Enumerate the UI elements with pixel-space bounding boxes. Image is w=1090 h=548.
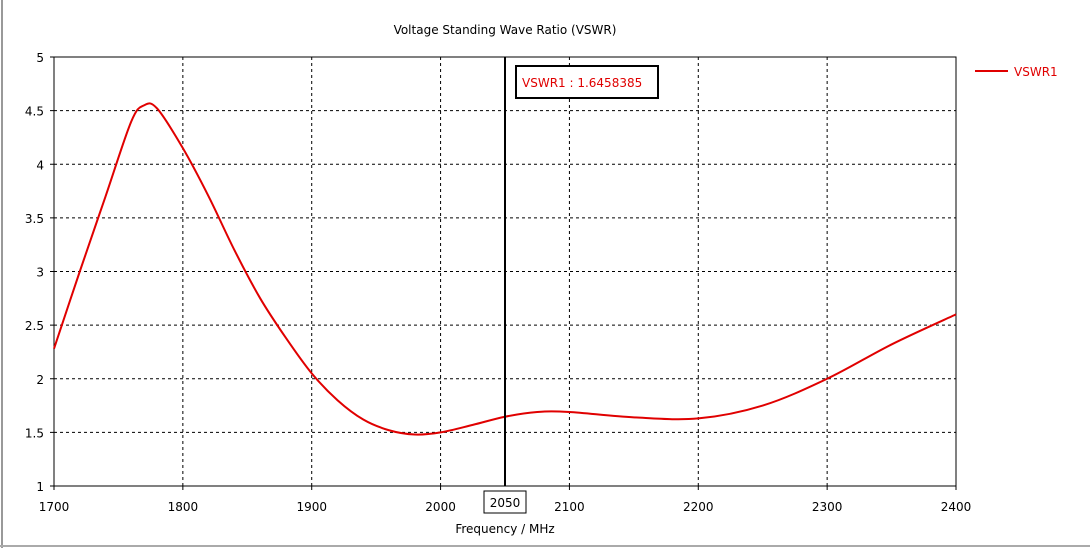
y-tick-label: 3: [36, 266, 44, 280]
marker-x-label-box: [483, 490, 527, 514]
marker-readout: VSWR1 : 1.6458385: [522, 76, 642, 90]
series-line-vswr1: [53, 102, 957, 436]
x-tick-label: 2100: [554, 500, 585, 514]
marker-readout-box: [515, 65, 659, 99]
legend-label-vswr1: VSWR1: [1014, 65, 1058, 79]
y-tick-label: 2: [36, 373, 44, 387]
chart-title: Voltage Standing Wave Ratio (VSWR): [394, 23, 617, 37]
x-tick-label: 2200: [683, 500, 714, 514]
y-tick-label: 4.5: [25, 105, 44, 119]
y-tick-label: 5: [36, 51, 44, 65]
x-axis-label: Frequency / MHz: [455, 522, 554, 536]
y-tick-label: 3.5: [25, 212, 44, 226]
x-tick-label: 1700: [39, 500, 70, 514]
marker-x-label: 2050: [490, 496, 521, 510]
x-tick-label: 2300: [812, 500, 843, 514]
x-tick-label: 1900: [296, 500, 327, 514]
y-tick-label: 4: [36, 158, 44, 172]
x-tick-label: 1800: [168, 500, 199, 514]
y-tick-label: 1: [36, 480, 44, 494]
y-tick-label: 2.5: [25, 319, 44, 333]
x-tick-label: 2400: [941, 500, 972, 514]
x-tick-label: 2000: [425, 500, 456, 514]
y-tick-label: 1.5: [25, 426, 44, 440]
